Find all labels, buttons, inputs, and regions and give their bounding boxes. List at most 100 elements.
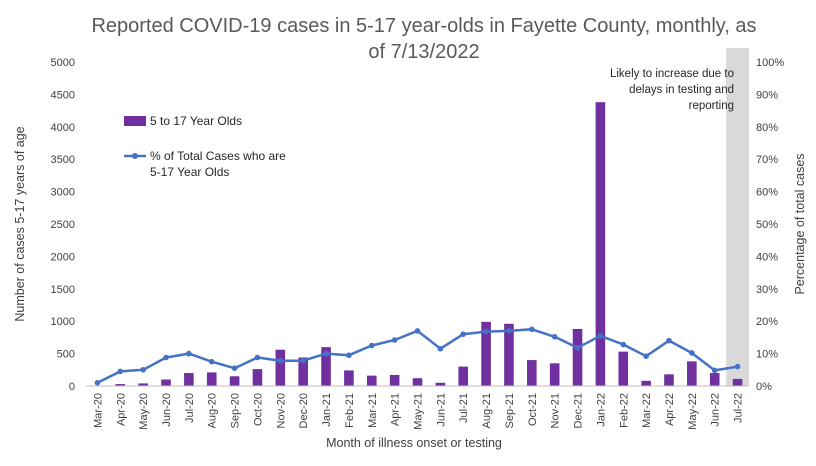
bar-Feb-22 <box>618 351 629 386</box>
legend-swatch-marker <box>132 153 138 159</box>
legend-label-line: % of Total Cases who are 5-17 Year Olds <box>150 149 286 179</box>
line-point-Oct-21 <box>529 326 535 333</box>
left-tick-label: 1500 <box>51 284 75 296</box>
left-tick-label: 0 <box>69 381 75 393</box>
x-tick-label: Jun-20 <box>161 393 173 427</box>
x-tick-label: Dec-20 <box>298 393 310 428</box>
line-point-Sep-20 <box>231 365 238 371</box>
right-tick-label: 100% <box>756 57 784 69</box>
line-series <box>94 326 741 386</box>
x-tick-label: Mar-22 <box>641 393 653 428</box>
x-tick-label: Dec-21 <box>573 393 585 428</box>
line-point-Dec-21 <box>574 344 581 351</box>
x-tick-label: Feb-22 <box>618 393 630 428</box>
x-tick-label: May-20 <box>138 393 150 430</box>
x-tick-label: Feb-21 <box>344 393 356 428</box>
line-point-May-22 <box>689 350 695 356</box>
line-point-Nov-21 <box>551 333 558 340</box>
x-tick-label: Apr-20 <box>115 393 127 426</box>
chart-title-line2: of 7/13/2022 <box>368 41 479 63</box>
legend-label-bar: 5 to 17 Year Olds <box>150 114 242 128</box>
line-point-Dec-20 <box>300 357 306 364</box>
line-point-Jun-22 <box>711 367 718 374</box>
line-point-Feb-22 <box>620 341 627 348</box>
left-tick-label: 4500 <box>51 89 75 101</box>
line-point-Sep-21 <box>506 328 512 334</box>
left-axis-ticks: 0 500 1000 1500 2000 2500 3000 3500 4000 4500 5000 <box>51 57 75 393</box>
x-tick-label: Nov-21 <box>550 393 562 428</box>
y-axis-right-title: Percentage of total cases <box>793 153 807 294</box>
line-point-Aug-20 <box>208 358 215 365</box>
line-point-Oct-20 <box>254 354 261 361</box>
bar-Apr-21 <box>389 374 400 386</box>
y-axis-left-title: Number of cases 5-17 years of age <box>13 126 27 321</box>
line-point-Feb-21 <box>346 352 352 359</box>
right-tick-label: 80% <box>756 122 778 134</box>
annotation-line2: delays in testing and <box>629 84 734 96</box>
line-point-Jul-21 <box>460 331 467 337</box>
legend-swatch-bar <box>124 116 146 126</box>
bar-Aug-20 <box>206 372 217 386</box>
bar-Dec-20 <box>298 357 308 386</box>
left-tick-label: 2000 <box>51 251 75 263</box>
bar-Aug-21 <box>481 321 491 386</box>
right-axis-ticks: 0% 10% 20% 30% 40% 50% 60% 70% 80% 90% 100% <box>756 57 784 393</box>
x-tick-label: Aug-20 <box>207 393 219 428</box>
annotation-line3: reporting <box>689 100 734 112</box>
left-tick-label: 2500 <box>51 219 75 231</box>
line-point-Jul-22 <box>734 363 741 370</box>
bar-Nov-21 <box>549 363 560 386</box>
bar-Sep-21 <box>504 323 514 386</box>
bar-Oct-20 <box>252 369 263 386</box>
line-point-Apr-22 <box>666 337 672 344</box>
x-tick-label: Mar-20 <box>92 393 104 428</box>
line-point-Jan-21 <box>323 350 329 357</box>
chart-title-line1: Reported COVID-19 cases in 5-17 year-old… <box>91 15 756 37</box>
bar-Jul-21 <box>458 366 469 386</box>
line-point-Mar-21 <box>368 342 375 349</box>
right-tick-label: 70% <box>756 154 778 166</box>
right-tick-label: 60% <box>756 187 778 199</box>
right-tick-label: 50% <box>756 219 778 231</box>
annotation: Likely to increase due to delays in test… <box>610 68 734 112</box>
line-point-Apr-21 <box>391 337 398 343</box>
line-point-Mar-20 <box>94 379 101 386</box>
bar-Jul-20 <box>184 373 194 386</box>
line-point-Aug-21 <box>483 328 489 335</box>
left-tick-label: 3500 <box>51 154 75 166</box>
x-tick-label: Jan-21 <box>321 393 333 427</box>
x-tick-label: Jul-20 <box>184 393 196 423</box>
x-tick-label: May-22 <box>687 393 699 430</box>
bar-Apr-22 <box>664 374 674 386</box>
bar-Feb-21 <box>344 370 354 386</box>
line-point-Jul-20 <box>186 350 192 357</box>
x-tick-label: Jul-22 <box>733 393 745 423</box>
line-point-Nov-20 <box>277 357 284 364</box>
bar-Oct-21 <box>527 360 537 386</box>
legend: 5 to 17 Year Olds % of Total Cases who a… <box>124 114 286 179</box>
bar-Apr-20 <box>115 384 126 386</box>
x-axis-title: Month of illness onset or testing <box>326 436 502 450</box>
bar-Mar-21 <box>366 375 377 386</box>
left-tick-label: 4000 <box>51 122 75 134</box>
bar-Jan-21 <box>321 347 331 386</box>
x-tick-label: Jul-21 <box>458 393 470 423</box>
x-tick-label: Jun-22 <box>710 393 722 427</box>
bar-Jan-22 <box>595 102 606 387</box>
line-point-Mar-22 <box>643 353 649 359</box>
bar-Jun-21 <box>435 382 446 386</box>
x-tick-label: Oct-21 <box>527 393 539 426</box>
bar-Jun-22 <box>709 373 720 386</box>
bar-Jul-22 <box>732 378 743 386</box>
line-point-Jan-22 <box>597 332 604 339</box>
x-axis-ticks: Mar-20 Apr-20 May-20 Jun-20 Jul-20 Aug-20 Sep-… <box>92 393 744 430</box>
x-tick-label: Aug-21 <box>481 393 493 428</box>
bar-series <box>92 102 743 387</box>
bar-Nov-20 <box>275 349 286 386</box>
line-point-Jun-21 <box>437 345 444 352</box>
line-point-Jun-20 <box>163 354 169 361</box>
x-tick-label: Sep-21 <box>504 393 516 428</box>
bar-May-21 <box>412 378 423 386</box>
